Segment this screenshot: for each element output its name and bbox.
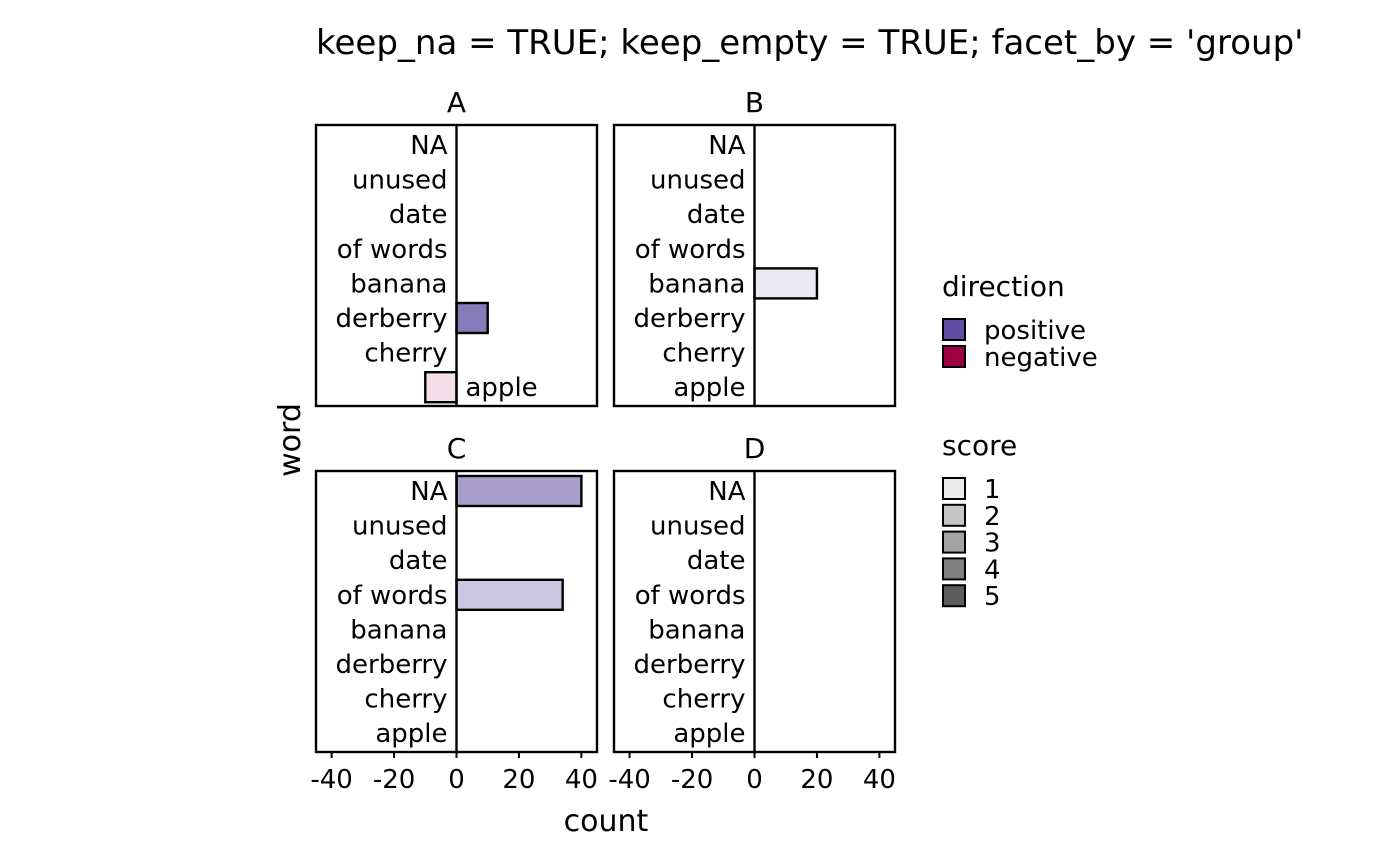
legend-key xyxy=(942,318,966,341)
x-tick-label: 0 xyxy=(746,765,763,795)
word-label: banana xyxy=(350,269,447,299)
word-label: unused xyxy=(352,512,447,542)
word-label: apple xyxy=(466,373,538,403)
word-label: unused xyxy=(650,166,745,196)
x-tick-label: -40 xyxy=(608,765,650,795)
x-axis-title: count xyxy=(564,804,649,839)
x-tick-label: -40 xyxy=(310,765,352,795)
word-label: cherry xyxy=(662,685,745,715)
facet-panel-c: CNA unused date of words banana derberry cherr… xyxy=(310,432,599,795)
facet-strip-label: D xyxy=(744,432,766,465)
panel-border xyxy=(314,123,599,408)
word-label: of words xyxy=(635,235,746,265)
facet-strip-label: B xyxy=(745,86,764,119)
bar xyxy=(424,371,458,404)
word-label: banana xyxy=(350,615,447,645)
word-label: of words xyxy=(337,235,448,265)
x-tick-label: 40 xyxy=(863,765,896,795)
word-label: date xyxy=(687,546,746,576)
legend-title: score xyxy=(942,429,1017,462)
bar xyxy=(455,301,489,335)
x-tick-label: 20 xyxy=(502,765,535,795)
word-label: date xyxy=(687,200,746,230)
legend-key xyxy=(942,503,966,527)
legend-label: 2 xyxy=(984,502,1001,532)
x-tick-label: 0 xyxy=(448,765,465,795)
word-label: date xyxy=(389,200,448,230)
bar xyxy=(455,474,583,508)
word-label: apple xyxy=(375,719,447,749)
word-label: banana xyxy=(648,615,745,645)
word-label: NA xyxy=(410,477,447,507)
legend-label: 1 xyxy=(984,475,1001,505)
bar xyxy=(455,578,564,611)
word-label: banana xyxy=(648,269,745,299)
word-label: unused xyxy=(650,512,745,542)
word-label: cherry xyxy=(364,339,447,369)
word-label: derberry xyxy=(634,304,746,334)
word-label: cherry xyxy=(662,339,745,369)
legend-label: 4 xyxy=(984,555,1001,585)
legend-label: positive xyxy=(984,316,1086,346)
legend-key xyxy=(942,557,966,581)
word-label: derberry xyxy=(336,304,448,334)
word-label: unused xyxy=(352,166,447,196)
facet-panel-a: ANA unused date of words banana derberry cherr… xyxy=(314,86,599,408)
y-axis-title: word xyxy=(273,403,308,477)
word-label: NA xyxy=(708,131,745,161)
word-label: NA xyxy=(410,131,447,161)
legend-key xyxy=(942,530,966,554)
legend-label: negative xyxy=(984,343,1098,373)
facet-strip-label: C xyxy=(447,432,467,465)
legend-key xyxy=(942,345,966,368)
facet-panel-b: BNA unused date of words banana derberry cherr… xyxy=(612,86,897,408)
x-tick-label: -20 xyxy=(373,765,415,795)
legend-key xyxy=(942,584,966,608)
word-label: apple xyxy=(673,719,745,749)
facet-panel-d: D NA unused date of words banana derberry cherr… xyxy=(608,432,897,795)
x-tick-label: 40 xyxy=(565,765,598,795)
word-label: NA xyxy=(708,477,745,507)
facet-strip-label: A xyxy=(447,86,466,119)
legend-label: 3 xyxy=(984,529,1001,559)
bar xyxy=(753,267,819,300)
word-label: date xyxy=(389,546,448,576)
word-label: derberry xyxy=(336,650,448,680)
chart-title: keep_na = TRUE; keep_empty = TRUE; facet… xyxy=(316,23,1304,63)
word-label: cherry xyxy=(364,685,447,715)
word-label: of words xyxy=(337,581,448,611)
word-label: apple xyxy=(673,373,745,403)
legend-title: direction xyxy=(942,270,1065,303)
x-tick-label: 20 xyxy=(800,765,833,795)
legend-key xyxy=(942,477,966,500)
x-tick-label: -20 xyxy=(671,765,713,795)
word-label: derberry xyxy=(634,650,746,680)
panel-border xyxy=(612,123,897,408)
legend-label: 5 xyxy=(984,582,1001,612)
word-label: of words xyxy=(635,581,746,611)
